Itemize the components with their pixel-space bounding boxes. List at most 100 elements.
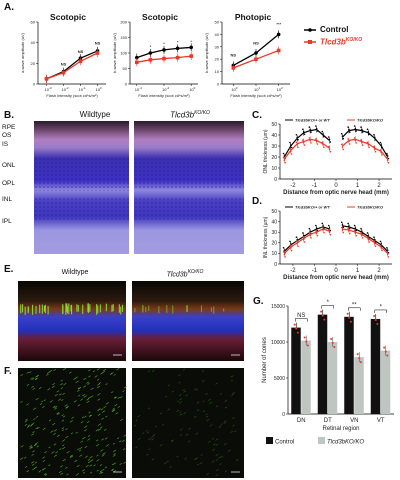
y-tick-label: 15000	[271, 304, 285, 310]
cone-signal	[121, 439, 125, 443]
cone-signal	[88, 411, 91, 414]
data-point	[360, 227, 362, 230]
data-point	[254, 57, 258, 61]
cone-signal	[155, 425, 158, 428]
cone-signal	[35, 397, 39, 401]
data-point	[283, 253, 286, 256]
cone-signal	[110, 372, 114, 375]
cone-signal	[171, 440, 174, 442]
y-tick-label: 20	[271, 155, 277, 161]
legend-control-label: Control	[320, 25, 349, 34]
x-tick-label: 101	[254, 86, 260, 92]
cone-signal	[159, 412, 162, 415]
cone-signal	[137, 415, 141, 418]
cone-signal	[176, 400, 179, 403]
cone-signal	[42, 427, 46, 430]
data-point	[305, 340, 308, 343]
cone-signal	[29, 424, 33, 427]
cone-signal	[111, 469, 114, 472]
cone-signal	[97, 398, 101, 401]
data-point	[386, 246, 388, 249]
cone-signal	[54, 393, 58, 397]
panel-letter-b: B.	[4, 110, 14, 121]
cone-signal	[104, 428, 107, 431]
data-point	[303, 144, 306, 146]
cone-signal	[52, 382, 56, 386]
cone-signal	[36, 426, 40, 430]
legend-label: Tlcd3bKO/KO	[357, 205, 384, 210]
cone-signal	[23, 456, 27, 459]
cone-signal	[62, 415, 66, 418]
x-tick-label: DT	[324, 418, 332, 424]
cone-signal	[105, 444, 109, 447]
cone-signal	[30, 446, 34, 449]
cone-signal	[205, 415, 209, 418]
cone-signal	[32, 450, 35, 453]
cone-signal	[82, 471, 86, 474]
layer-ipl: IPL	[2, 218, 12, 225]
cone-signal	[60, 379, 63, 382]
cone-signal	[53, 443, 57, 446]
cone-signal	[32, 387, 35, 390]
cone-signal	[232, 391, 236, 395]
cone-signal	[43, 473, 47, 476]
cone-signal	[119, 396, 123, 399]
cone-signal	[87, 438, 91, 441]
cone-signal	[56, 434, 60, 437]
cone-signal	[65, 428, 68, 431]
panel-letter-f: F.	[4, 366, 12, 377]
cone-signal	[102, 368, 107, 372]
data-point	[329, 229, 332, 232]
cone-signal	[62, 367, 67, 371]
data-point	[379, 240, 382, 243]
data-point	[297, 139, 299, 141]
cone-signal	[84, 425, 88, 428]
cone-signal	[55, 451, 59, 454]
data-point	[373, 145, 375, 148]
cone-signal	[135, 446, 138, 449]
cone-signal	[84, 455, 88, 458]
cone-signal	[31, 453, 34, 456]
cone-signal	[93, 464, 96, 467]
cone-signal	[98, 382, 101, 384]
data-point	[297, 245, 299, 248]
data-point	[348, 230, 350, 232]
cone-signal	[31, 463, 35, 466]
data-point	[175, 46, 180, 51]
data-point	[302, 139, 304, 141]
cone-signal	[117, 405, 121, 408]
cone-signal	[42, 456, 46, 459]
cone-signal	[230, 375, 234, 378]
cone-signal	[101, 438, 104, 441]
panel-letter-c: C.	[252, 110, 262, 121]
y-tick-label: 0	[274, 262, 277, 268]
y-tick-label: 50	[215, 20, 220, 25]
data-point	[367, 144, 370, 146]
cone-signal	[61, 419, 65, 422]
data-point	[310, 142, 312, 144]
cone-signal	[200, 462, 203, 465]
x-axis-label: Flash intensity (scot cd*s/m²)	[138, 93, 190, 98]
cone-signal	[80, 421, 84, 424]
cone-signal	[24, 423, 28, 426]
data-point	[347, 126, 349, 128]
data-point	[380, 144, 383, 146]
cone-signal	[218, 456, 221, 459]
cone-signal	[31, 433, 34, 436]
x-tick-label: 10-2	[62, 86, 69, 92]
cone-signal	[164, 462, 167, 465]
data-point	[386, 152, 388, 155]
cone-signal	[97, 413, 101, 416]
cone-signal	[39, 402, 43, 405]
data-point	[355, 234, 357, 237]
x-axis-label: Flash intensity (scot cd*s/m²)	[46, 93, 98, 98]
cone-signal	[26, 403, 29, 406]
data-point	[348, 225, 350, 227]
data-point	[328, 148, 331, 150]
x-axis-label: Distance from optic nerve head (mm)	[283, 275, 389, 281]
cone-signal	[152, 369, 155, 373]
cone-signal	[207, 398, 211, 401]
panel-a-title-1: Scotopic	[50, 12, 86, 22]
data-point	[296, 331, 299, 334]
cone-signal	[77, 394, 81, 397]
